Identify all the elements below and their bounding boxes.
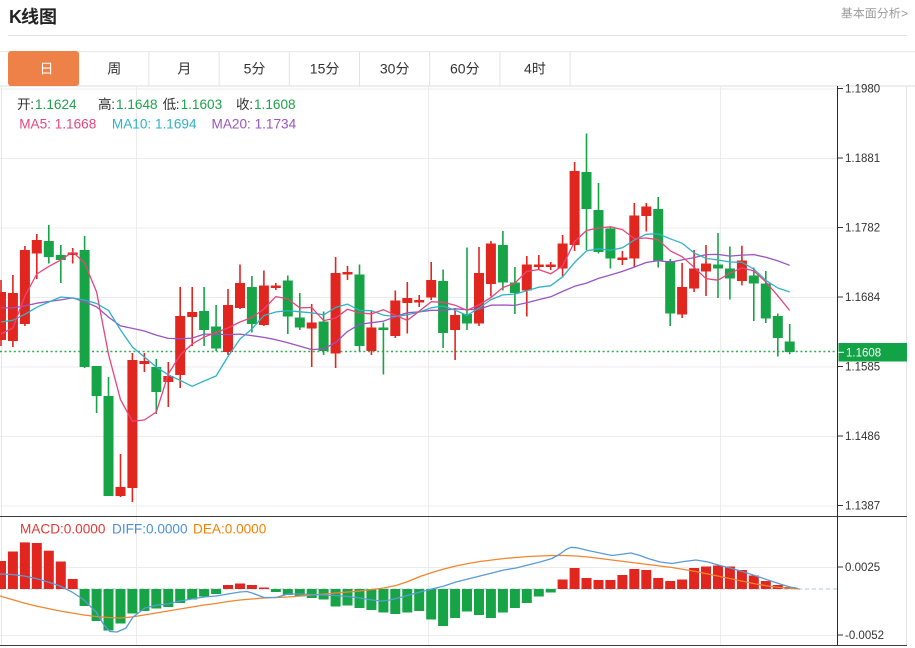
svg-text:1.1603: 1.1603: [181, 97, 223, 112]
svg-text:1.1684: 1.1684: [845, 292, 881, 304]
svg-text:30: 30: [380, 61, 396, 77]
svg-text:1.1608: 1.1608: [254, 97, 296, 112]
svg-text:K: K: [9, 7, 22, 27]
svg-text::: :: [176, 97, 180, 112]
svg-text:>: >: [901, 7, 908, 21]
svg-text:60: 60: [450, 61, 466, 77]
svg-text:-0.0052: -0.0052: [845, 630, 884, 642]
svg-text:MA20: 1.1734: MA20: 1.1734: [212, 117, 297, 132]
svg-text:MA10: 1.1694: MA10: 1.1694: [112, 117, 197, 132]
svg-text:1.1585: 1.1585: [845, 362, 880, 374]
svg-text:1.1486: 1.1486: [845, 431, 880, 443]
svg-text:1.1980: 1.1980: [845, 84, 880, 96]
svg-text::: :: [30, 97, 34, 112]
svg-text:5: 5: [244, 61, 252, 77]
svg-text:MACD:0.0000: MACD:0.0000: [20, 522, 106, 537]
svg-text:1.1624: 1.1624: [35, 97, 77, 112]
svg-text:1.1782: 1.1782: [845, 223, 880, 235]
svg-text:0.0025: 0.0025: [845, 562, 880, 574]
svg-text:15: 15: [310, 61, 326, 77]
svg-text:1.1648: 1.1648: [116, 97, 158, 112]
svg-text::: :: [249, 97, 253, 112]
svg-text::: :: [111, 97, 115, 112]
svg-text:DIFF:0.0000: DIFF:0.0000: [112, 522, 188, 537]
svg-text:1.1387: 1.1387: [845, 501, 880, 513]
svg-text:DEA:0.0000: DEA:0.0000: [193, 522, 267, 537]
svg-text:1.1881: 1.1881: [845, 153, 880, 165]
svg-text:4: 4: [524, 61, 532, 77]
svg-text:1.1608: 1.1608: [846, 348, 881, 360]
svg-text:MA5: 1.1668: MA5: 1.1668: [19, 117, 96, 132]
